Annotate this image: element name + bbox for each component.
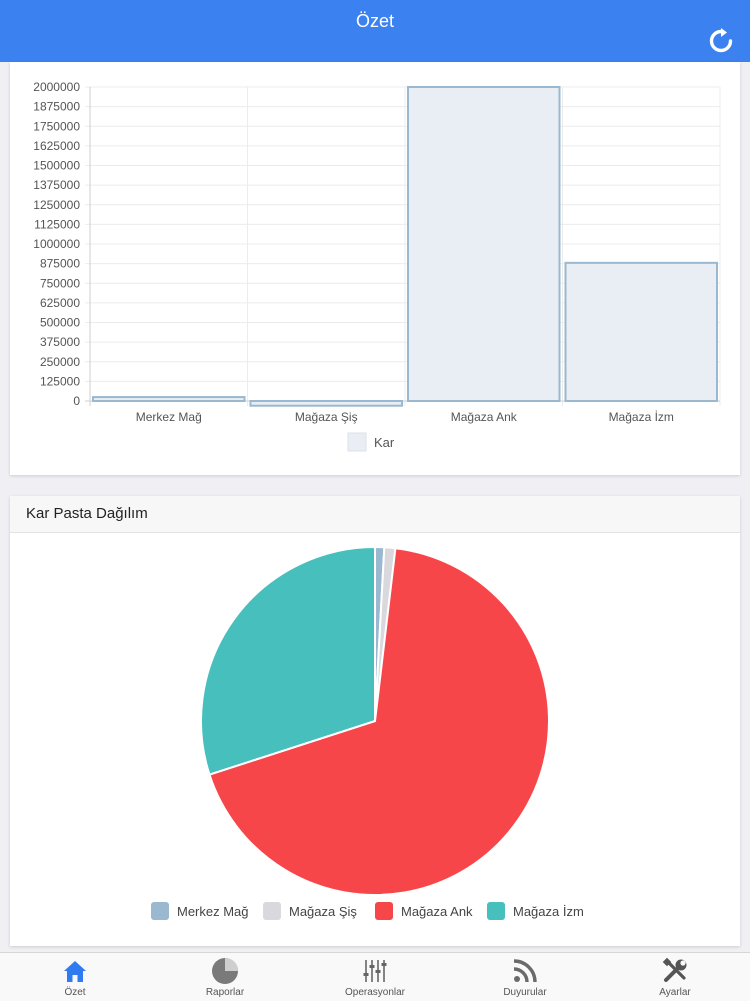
- y-tick-label: 1000000: [33, 237, 80, 251]
- tab-label: Operasyonlar: [344, 987, 406, 998]
- bar-chart-card: 2000000 1875000 1750000 1625000 1500000 13750…: [10, 62, 740, 475]
- page-title: Özet: [355, 11, 394, 31]
- bar[interactable]: [249, 400, 403, 407]
- tab-label: Raporlar: [205, 987, 245, 998]
- y-tick-label: 1625000: [33, 139, 80, 153]
- tab-ayarlar[interactable]: Ayarlar: [600, 953, 750, 1001]
- x-tick-label: Mağaza İzm: [609, 410, 674, 424]
- tab-raporlar[interactable]: Raporlar: [150, 953, 300, 1001]
- tab-ozet[interactable]: Özet: [0, 953, 150, 1001]
- legend-item[interactable]: Merkez Mağ: [151, 902, 249, 920]
- tab-duyurular[interactable]: Duyurular: [450, 953, 600, 1001]
- y-tick-label: 250000: [40, 355, 80, 369]
- x-tick-label: Mağaza Ank: [451, 410, 518, 424]
- legend-item[interactable]: Mağaza İzm: [487, 902, 584, 920]
- y-tick-label: 0: [73, 394, 80, 408]
- x-tick-label: Mağaza Şiş: [295, 410, 358, 424]
- pie-slice[interactable]: [200, 545, 376, 776]
- y-tick-label: 375000: [40, 335, 80, 349]
- bar[interactable]: [92, 396, 246, 403]
- bar[interactable]: [407, 86, 561, 402]
- y-tick-label: 1250000: [33, 198, 80, 212]
- tab-bar: Özet Raporlar Operasyonlar: [0, 952, 750, 1001]
- legend-label: Mağaza İzm: [513, 904, 584, 919]
- tab-label: Duyurular: [503, 987, 547, 998]
- pie-chart-icon: [212, 958, 238, 984]
- y-tick-label: 1500000: [33, 159, 80, 173]
- tools-icon: [662, 957, 687, 982]
- pie-slice[interactable]: [208, 547, 550, 896]
- pie-card-title: Kar Pasta Dağılım: [10, 496, 740, 533]
- y-tick-label: 500000: [40, 316, 80, 330]
- legend-label: Merkez Mağ: [177, 904, 249, 919]
- legend-item[interactable]: Mağaza Şiş: [263, 902, 357, 920]
- y-tick-label: 625000: [40, 296, 80, 310]
- y-tick-label: 1875000: [33, 100, 80, 114]
- navigation-bar: Özet: [0, 0, 750, 62]
- y-tick-label: 750000: [40, 276, 80, 290]
- y-tick-label: 875000: [40, 257, 80, 271]
- y-tick-label: 1125000: [34, 217, 80, 231]
- legend-label: Mağaza Şiş: [289, 904, 357, 919]
- y-tick-label: 125000: [40, 374, 80, 388]
- y-tick-label: 1750000: [33, 119, 80, 133]
- pie-chart-card: Kar Pasta Dağılım Merkez Mağ Mağaza Şiş Ma…: [10, 496, 740, 946]
- refresh-button[interactable]: [706, 26, 736, 56]
- refresh-icon: [709, 28, 733, 53]
- bar-chart: 2000000 1875000 1750000 1625000 1500000 13750…: [33, 80, 721, 452]
- x-tick-label: Merkez Mağ: [136, 410, 202, 424]
- legend-swatch: [487, 902, 505, 920]
- bar[interactable]: [564, 261, 718, 402]
- legend-label: Mağaza Ank: [401, 904, 473, 919]
- tab-label: Özet: [64, 987, 86, 998]
- legend-item[interactable]: Mağaza Ank: [375, 902, 473, 920]
- legend-swatch: [375, 902, 393, 920]
- legend-swatch: [151, 902, 169, 920]
- legend-label: Kar: [374, 435, 395, 450]
- legend-item[interactable]: Kar: [347, 432, 395, 452]
- y-tick-label: 2000000: [33, 80, 80, 94]
- legend-swatch: [263, 902, 281, 920]
- rss-icon: [513, 959, 537, 983]
- tab-label: Ayarlar: [659, 987, 691, 998]
- pie-chart: Merkez Mağ Mağaza Şiş Mağaza Ank Mağaza İzm: [151, 545, 584, 920]
- tab-operasyonlar[interactable]: Operasyonlar: [300, 953, 450, 1001]
- y-tick-label: 1375000: [33, 178, 80, 192]
- legend-swatch: [347, 432, 367, 452]
- home-icon: [64, 961, 86, 982]
- sliders-icon: [363, 960, 387, 982]
